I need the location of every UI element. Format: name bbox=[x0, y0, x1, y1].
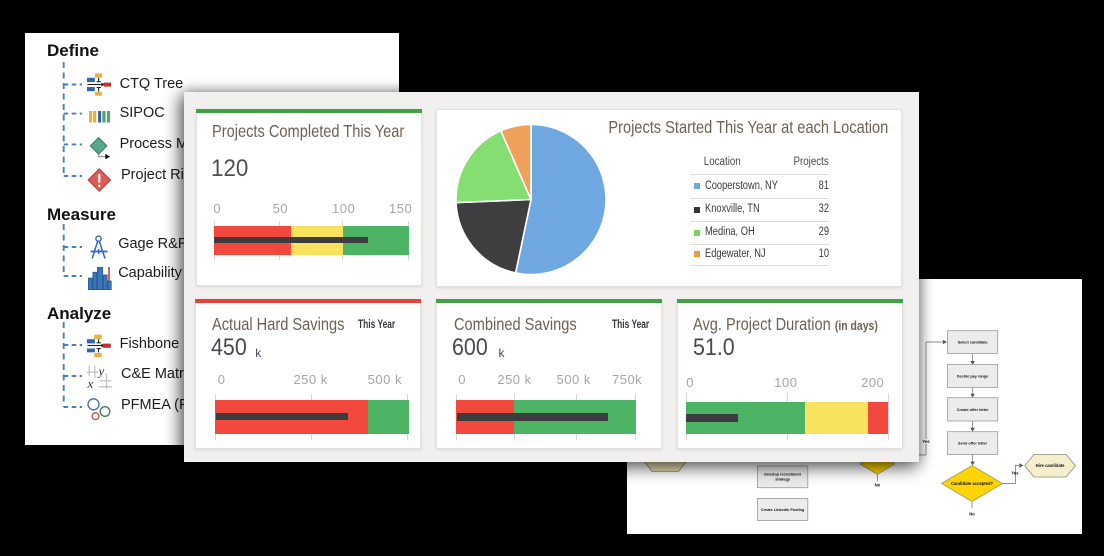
svg-text:x: x bbox=[87, 376, 94, 390]
svg-text:Decide pay range: Decide pay range bbox=[957, 374, 988, 378]
svg-text:Select candidate: Select candidate bbox=[958, 341, 988, 345]
svg-text:Create LinkedIn Posting: Create LinkedIn Posting bbox=[761, 508, 805, 512]
svg-text:Candidate accepted?: Candidate accepted? bbox=[951, 481, 994, 486]
svg-text:No: No bbox=[969, 512, 975, 517]
svg-text:Yes: Yes bbox=[1011, 471, 1019, 476]
svg-text:Send offer letter: Send offer letter bbox=[958, 442, 988, 446]
svg-text:Hire candidate: Hire candidate bbox=[1036, 463, 1066, 468]
svg-text:Develop recruitment: Develop recruitment bbox=[764, 472, 801, 476]
svg-text:Yes: Yes bbox=[922, 439, 930, 444]
svg-text:No: No bbox=[875, 483, 881, 488]
svg-text:strategy: strategy bbox=[775, 478, 791, 482]
svg-text:y: y bbox=[97, 365, 105, 379]
svg-text:Create offer letter: Create offer letter bbox=[957, 408, 989, 412]
